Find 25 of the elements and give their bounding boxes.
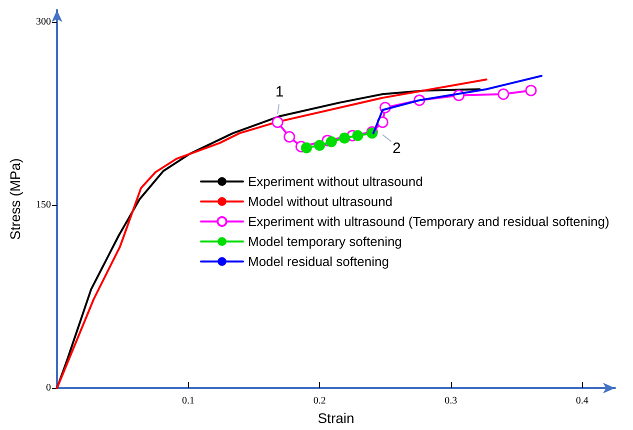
point: [525, 84, 537, 96]
point: [284, 131, 296, 143]
point: [352, 130, 364, 142]
point: [272, 116, 284, 128]
x-tick-label: 0.4: [576, 396, 588, 407]
legend-label: Model temporary softening: [248, 234, 402, 249]
point: [326, 136, 337, 148]
legend-label: Experiment with ultrasound (Temporary and residual softening): [248, 214, 610, 229]
x-tick-label: 0.1: [182, 396, 195, 407]
point: [339, 132, 350, 144]
legend-label: Model residual softening: [248, 254, 389, 269]
annotation: 1: [275, 84, 284, 101]
legend-label: Experiment without ultrasound: [248, 174, 423, 189]
x-tick-label: 0.3: [444, 396, 458, 407]
y-axis-title: Stress (MPa): [7, 158, 23, 240]
y-tick-label: 300: [36, 16, 51, 28]
point: [300, 142, 312, 154]
point: [498, 88, 510, 100]
annotation: 2: [392, 140, 401, 158]
point: [314, 140, 326, 151]
legend-label: Model without ultrasound: [248, 194, 393, 209]
y-tick-label: 150: [36, 200, 51, 211]
x-axis-title: Strain: [318, 410, 354, 426]
y-tick-label: 0: [46, 382, 51, 394]
x-tick-label: 0.2: [313, 396, 326, 407]
